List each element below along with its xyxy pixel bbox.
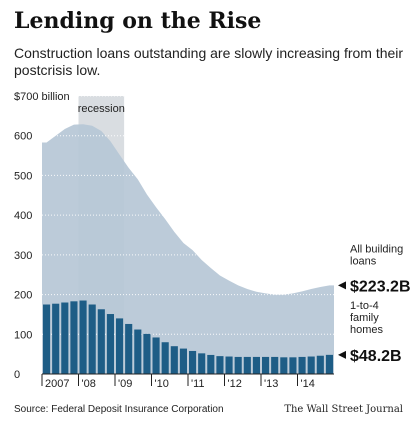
x-tick-label: '10 (155, 378, 169, 390)
bar-family-homes (97, 309, 105, 374)
annotation-label: loans (350, 255, 377, 267)
family-homes-bars (43, 300, 333, 374)
annotation-value: $223.2B (350, 278, 411, 295)
x-axis: 2007 '08 '09 '10 '11 '12 '13 '14 (41, 373, 334, 390)
bar-family-homes (61, 302, 69, 374)
x-tick-label: '12 (228, 378, 242, 390)
annotation-label: family (350, 312, 379, 324)
chart-subtitle: Construction loans outstanding are slowl… (14, 45, 404, 78)
x-tick-label: '13 (264, 378, 278, 390)
bar-family-homes (125, 323, 133, 374)
annotation-label: homes (350, 324, 384, 336)
source-note: Source: Federal Deposit Insurance Corpor… (14, 404, 224, 415)
bar-family-homes (243, 356, 251, 374)
y-axis-labels: $700 billion 600 500 400 300 200 100 0 (14, 91, 70, 381)
bar-family-homes (225, 356, 233, 374)
recession-label: recession (78, 103, 125, 115)
y-tick-label: 0 (14, 369, 20, 381)
bar-family-homes (316, 355, 324, 374)
bar-family-homes (280, 357, 288, 374)
x-tick-label: 2007 (45, 378, 69, 390)
x-tick-label: '14 (301, 378, 315, 390)
bar-family-homes (143, 333, 151, 374)
bar-family-homes (152, 337, 160, 374)
bar-family-homes (271, 356, 279, 374)
bar-family-homes (43, 304, 51, 374)
bar-family-homes (216, 356, 224, 374)
bar-family-homes (289, 357, 297, 374)
bar-family-homes (234, 356, 242, 374)
bar-family-homes (106, 314, 114, 374)
bar-family-homes (307, 356, 315, 374)
chart-title: Lending on the Rise (14, 8, 262, 34)
annotation-label: All building (350, 243, 403, 255)
y-tick-label: 600 (14, 131, 32, 143)
bar-family-homes (52, 303, 60, 374)
bar-family-homes (161, 342, 169, 374)
all-building-loans-area (42, 124, 334, 374)
y-tick-label: 100 (14, 329, 32, 341)
bar-family-homes (198, 353, 206, 374)
publisher-credit: The Wall Street Journal (284, 404, 403, 415)
bar-family-homes (189, 350, 197, 374)
bar-family-homes (70, 301, 78, 374)
bar-family-homes (79, 300, 87, 374)
annotation-pointer (338, 350, 346, 359)
series-all-building-loans (42, 124, 334, 374)
y-tick-label: 400 (14, 210, 32, 222)
bar-family-homes (88, 304, 96, 374)
bar-family-homes (179, 348, 187, 374)
y-tick-label: 200 (14, 290, 32, 302)
bar-family-homes (207, 354, 215, 374)
x-tick-label: '09 (118, 378, 132, 390)
y-tick-label: $700 billion (14, 91, 70, 103)
bar-family-homes (252, 356, 260, 374)
bar-family-homes (298, 356, 306, 374)
annotation-pointer (338, 281, 346, 290)
bar-family-homes (262, 356, 270, 374)
bar-family-homes (134, 329, 142, 374)
bar-family-homes (325, 354, 333, 374)
x-tick-label: '11 (191, 378, 205, 390)
x-tick-label: '08 (82, 378, 96, 390)
y-tick-label: 500 (14, 170, 32, 182)
annotation-label: 1-to-4 (350, 300, 379, 312)
annotation-value: $48.2B (350, 348, 402, 365)
y-tick-label: 300 (14, 250, 32, 262)
bar-family-homes (170, 346, 178, 374)
bar-family-homes (116, 318, 124, 374)
